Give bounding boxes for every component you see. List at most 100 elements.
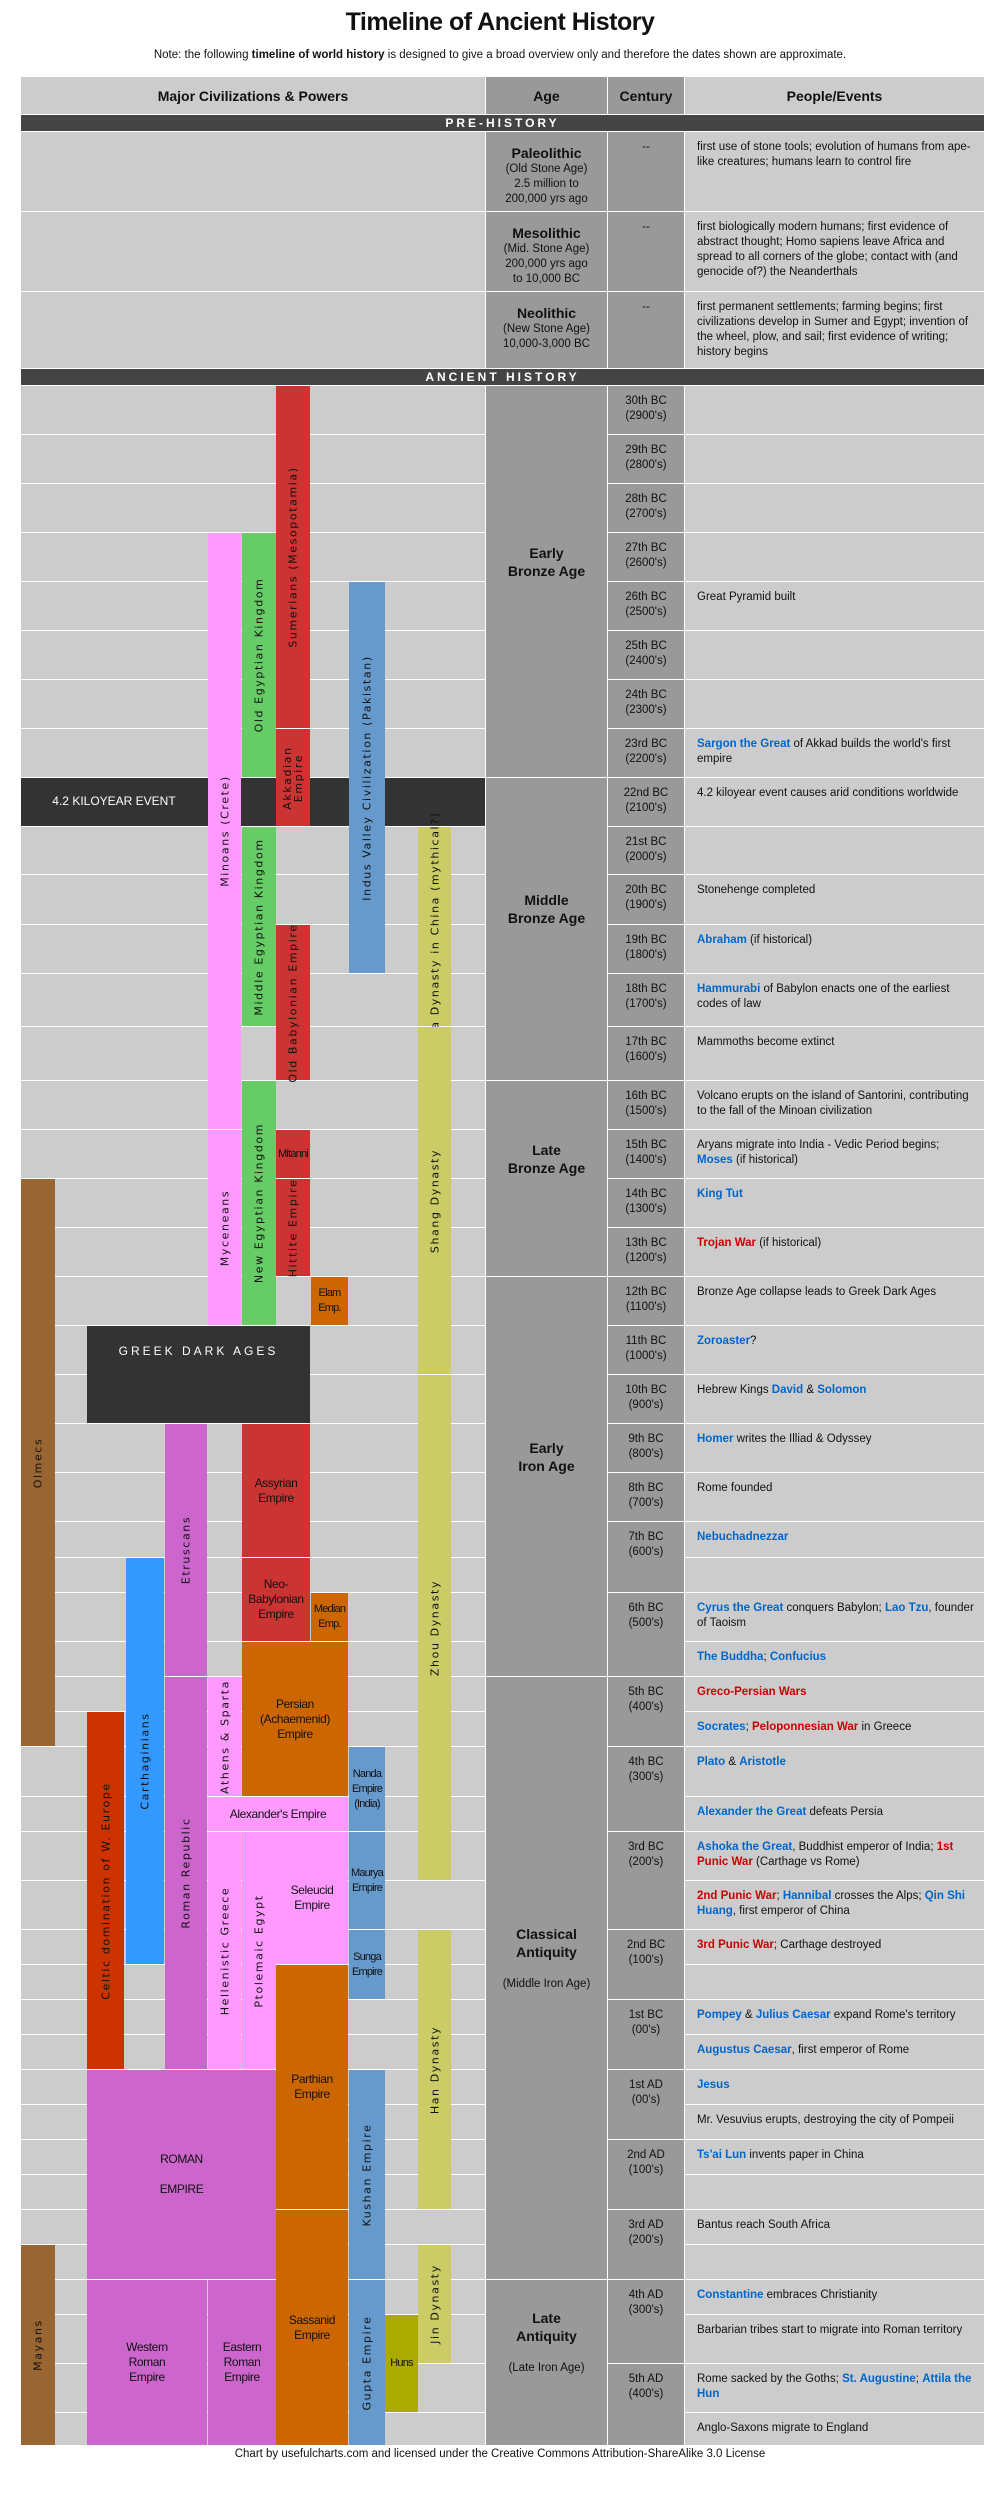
event-link[interactable]: Attila the Hun bbox=[697, 2373, 972, 2400]
century-cell: 13th BC (1200's) bbox=[608, 1228, 684, 1276]
event-cell: Hebrew Kings David & Solomon bbox=[685, 1375, 984, 1423]
century-cell: -- bbox=[608, 132, 684, 211]
civ-label: Alexander's Empire bbox=[229, 1806, 327, 1821]
century-cell: 19th BC (1800's) bbox=[608, 925, 684, 973]
civ-bar-eastern-roman-empire: Eastern Roman Empire bbox=[208, 2280, 276, 2445]
kiloyear-event-band: 4.2 KILOYEAR EVENT bbox=[21, 778, 485, 826]
civ-row-background bbox=[21, 386, 485, 434]
event-war-link[interactable]: Greco-Persian Wars bbox=[697, 1686, 807, 1698]
event-war-link[interactable]: Trojan War bbox=[697, 1237, 756, 1249]
event-link[interactable]: Augustus Caesar bbox=[697, 2044, 792, 2056]
civ-bar-elam-emp: Elam Emp. bbox=[311, 1277, 348, 1325]
event-text: expand Rome's territory bbox=[830, 2009, 956, 2021]
event-link[interactable]: Pompey bbox=[697, 2009, 742, 2021]
civ-bar-roman-empire: ROMAN EMPIRE bbox=[87, 2070, 276, 2279]
civ-bar-western-roman-empire: Western Roman Empire bbox=[87, 2280, 207, 2445]
event-text: & bbox=[803, 1384, 818, 1396]
century-cell: 8th BC (700's) bbox=[608, 1473, 684, 1521]
century-cell: 6th BC (500's) bbox=[608, 1593, 684, 1676]
civ-bar-ptolemaic-egypt: Ptolemaic Egypt bbox=[242, 1832, 276, 2069]
event-cell bbox=[685, 533, 984, 581]
event-link[interactable]: St. Augustine bbox=[842, 2373, 916, 2385]
header-civs: Major Civilizations & Powers bbox=[21, 77, 485, 114]
event-link[interactable]: Ashoka the Great bbox=[697, 1841, 793, 1853]
event-text: (if historical) bbox=[756, 1237, 822, 1249]
event-link[interactable]: Aristotle bbox=[739, 1756, 786, 1768]
event-link[interactable]: Sargon the Great bbox=[697, 738, 791, 750]
event-text: ; bbox=[776, 1890, 783, 1902]
event-text: (if historical) bbox=[746, 934, 813, 946]
civ-bar-median-emp: Median Emp. bbox=[311, 1593, 348, 1641]
event-link[interactable]: David bbox=[771, 1384, 804, 1396]
event-link[interactable]: Abraham bbox=[697, 934, 747, 946]
event-cell: first permanent settlements; farming beg… bbox=[685, 292, 984, 368]
event-link[interactable]: Alexander the Great bbox=[697, 1806, 807, 1818]
civ-label: Old Egyptian Kingdom bbox=[252, 577, 266, 733]
age-name: Late Bronze Age bbox=[507, 1141, 586, 1176]
ancient-history-band: ANCIENT HISTORY bbox=[21, 369, 984, 385]
event-link[interactable]: Ts'ai Lun bbox=[697, 2149, 747, 2161]
civ-bar-akkadian-empire: Akkadian Empire bbox=[276, 729, 310, 826]
event-text: ; bbox=[915, 2373, 923, 2385]
event-war-link[interactable]: Peloponnesian War bbox=[751, 1721, 859, 1733]
civ-label: Akkadian Empire bbox=[281, 745, 305, 810]
event-cell: first biologically modern humans; first … bbox=[685, 212, 984, 291]
kiloyear-event-label: 4.2 KILOYEAR EVENT bbox=[52, 794, 176, 808]
century-cell: 15th BC (1400's) bbox=[608, 1130, 684, 1178]
civ-label: Zhou Dynasty bbox=[428, 1579, 441, 1676]
event-link[interactable]: Julius Caesar bbox=[755, 2009, 831, 2021]
event-link[interactable]: Hammurabi bbox=[697, 983, 761, 995]
event-link[interactable]: Cyrus the Great bbox=[697, 1602, 784, 1614]
event-link[interactable]: Zoroaster bbox=[697, 1335, 751, 1347]
age-cell: Late Bronze Age bbox=[486, 1081, 607, 1276]
civ-label: Seleucid Empire bbox=[290, 1883, 334, 1912]
event-cell: Zoroaster? bbox=[685, 1326, 984, 1374]
event-link[interactable]: Hannibal bbox=[782, 1890, 832, 1902]
age-cell: Late Antiquity (Late Iron Age) bbox=[486, 2280, 607, 2445]
civ-label: Sassanid Empire bbox=[288, 2312, 336, 2342]
civ-label: Assyrian Empire bbox=[254, 1475, 298, 1505]
event-link[interactable]: Plato bbox=[697, 1756, 726, 1768]
event-war-link[interactable]: 1st Punic War bbox=[697, 1841, 954, 1868]
event-war-link[interactable]: 3rd Punic War bbox=[697, 1939, 774, 1951]
event-link[interactable]: Homer bbox=[697, 1433, 734, 1445]
civ-bar-gupta-empire: Gupta Empire bbox=[349, 2280, 385, 2445]
civ-label: Middle Egyptian Kingdom bbox=[252, 837, 266, 1016]
event-cell: Bronze Age collapse leads to Greek Dark … bbox=[685, 1277, 984, 1325]
event-link[interactable]: Moses bbox=[697, 1154, 733, 1166]
civ-bar-alexander-s-empire: Alexander's Empire bbox=[208, 1797, 348, 1831]
event-cell: Greco-Persian Wars bbox=[685, 1677, 984, 1711]
event-link[interactable]: King Tut bbox=[697, 1188, 743, 1200]
event-link[interactable]: Socrates bbox=[697, 1721, 746, 1733]
century-cell: 14th BC (1300's) bbox=[608, 1179, 684, 1227]
civ-bar-zhou-dynasty: Zhou Dynasty bbox=[418, 1375, 451, 1880]
age-cell: Classical Antiquity (Middle Iron Age) bbox=[486, 1677, 607, 2279]
event-link[interactable]: Nebuchadnezzar bbox=[697, 1531, 789, 1543]
age-subtitle: (Late Iron Age) bbox=[508, 2362, 585, 2374]
event-link[interactable]: The Buddha bbox=[697, 1651, 764, 1663]
century-cell: 30th BC (2900's) bbox=[608, 386, 684, 434]
civ-bar-roman-republic: Roman Republic bbox=[165, 1677, 207, 2069]
event-text: , Buddhist emperor of India; bbox=[792, 1841, 937, 1853]
event-link[interactable]: Qin Shi Huang bbox=[697, 1890, 965, 1917]
age-name: Neolithic bbox=[516, 305, 577, 321]
event-cell: Alexander the Great defeats Persia bbox=[685, 1797, 984, 1831]
civ-label: Hittite Empire bbox=[286, 1178, 300, 1277]
century-cell: 20th BC (1900's) bbox=[608, 875, 684, 924]
event-text: embraces Christianity bbox=[763, 2289, 878, 2301]
civ-cell-empty bbox=[21, 212, 485, 291]
event-text: defeats Persia bbox=[806, 1806, 884, 1818]
event-link[interactable]: Confucius bbox=[769, 1651, 827, 1663]
prehistory-age-cell: Paleolithic (Old Stone Age) 2.5 million t… bbox=[486, 132, 607, 211]
event-link[interactable]: Constantine bbox=[697, 2289, 764, 2301]
civ-bar-seleucid-empire: Seleucid Empire bbox=[276, 1832, 348, 1964]
civ-label: Maurya Empire bbox=[351, 1866, 384, 1894]
century-cell: 22nd BC (2100's) bbox=[608, 778, 684, 826]
event-link[interactable]: Lao Tzu bbox=[884, 1602, 929, 1614]
century-cell: 12th BC (1100's) bbox=[608, 1277, 684, 1325]
civ-label: Xia Dynasty in China (mythical?) bbox=[428, 810, 441, 1043]
page-title: Timeline of Ancient History bbox=[345, 8, 655, 36]
event-war-link[interactable]: 2nd Punic War bbox=[697, 1890, 777, 1902]
event-link[interactable]: Jesus bbox=[697, 2079, 730, 2091]
event-link[interactable]: Solomon bbox=[817, 1384, 867, 1396]
